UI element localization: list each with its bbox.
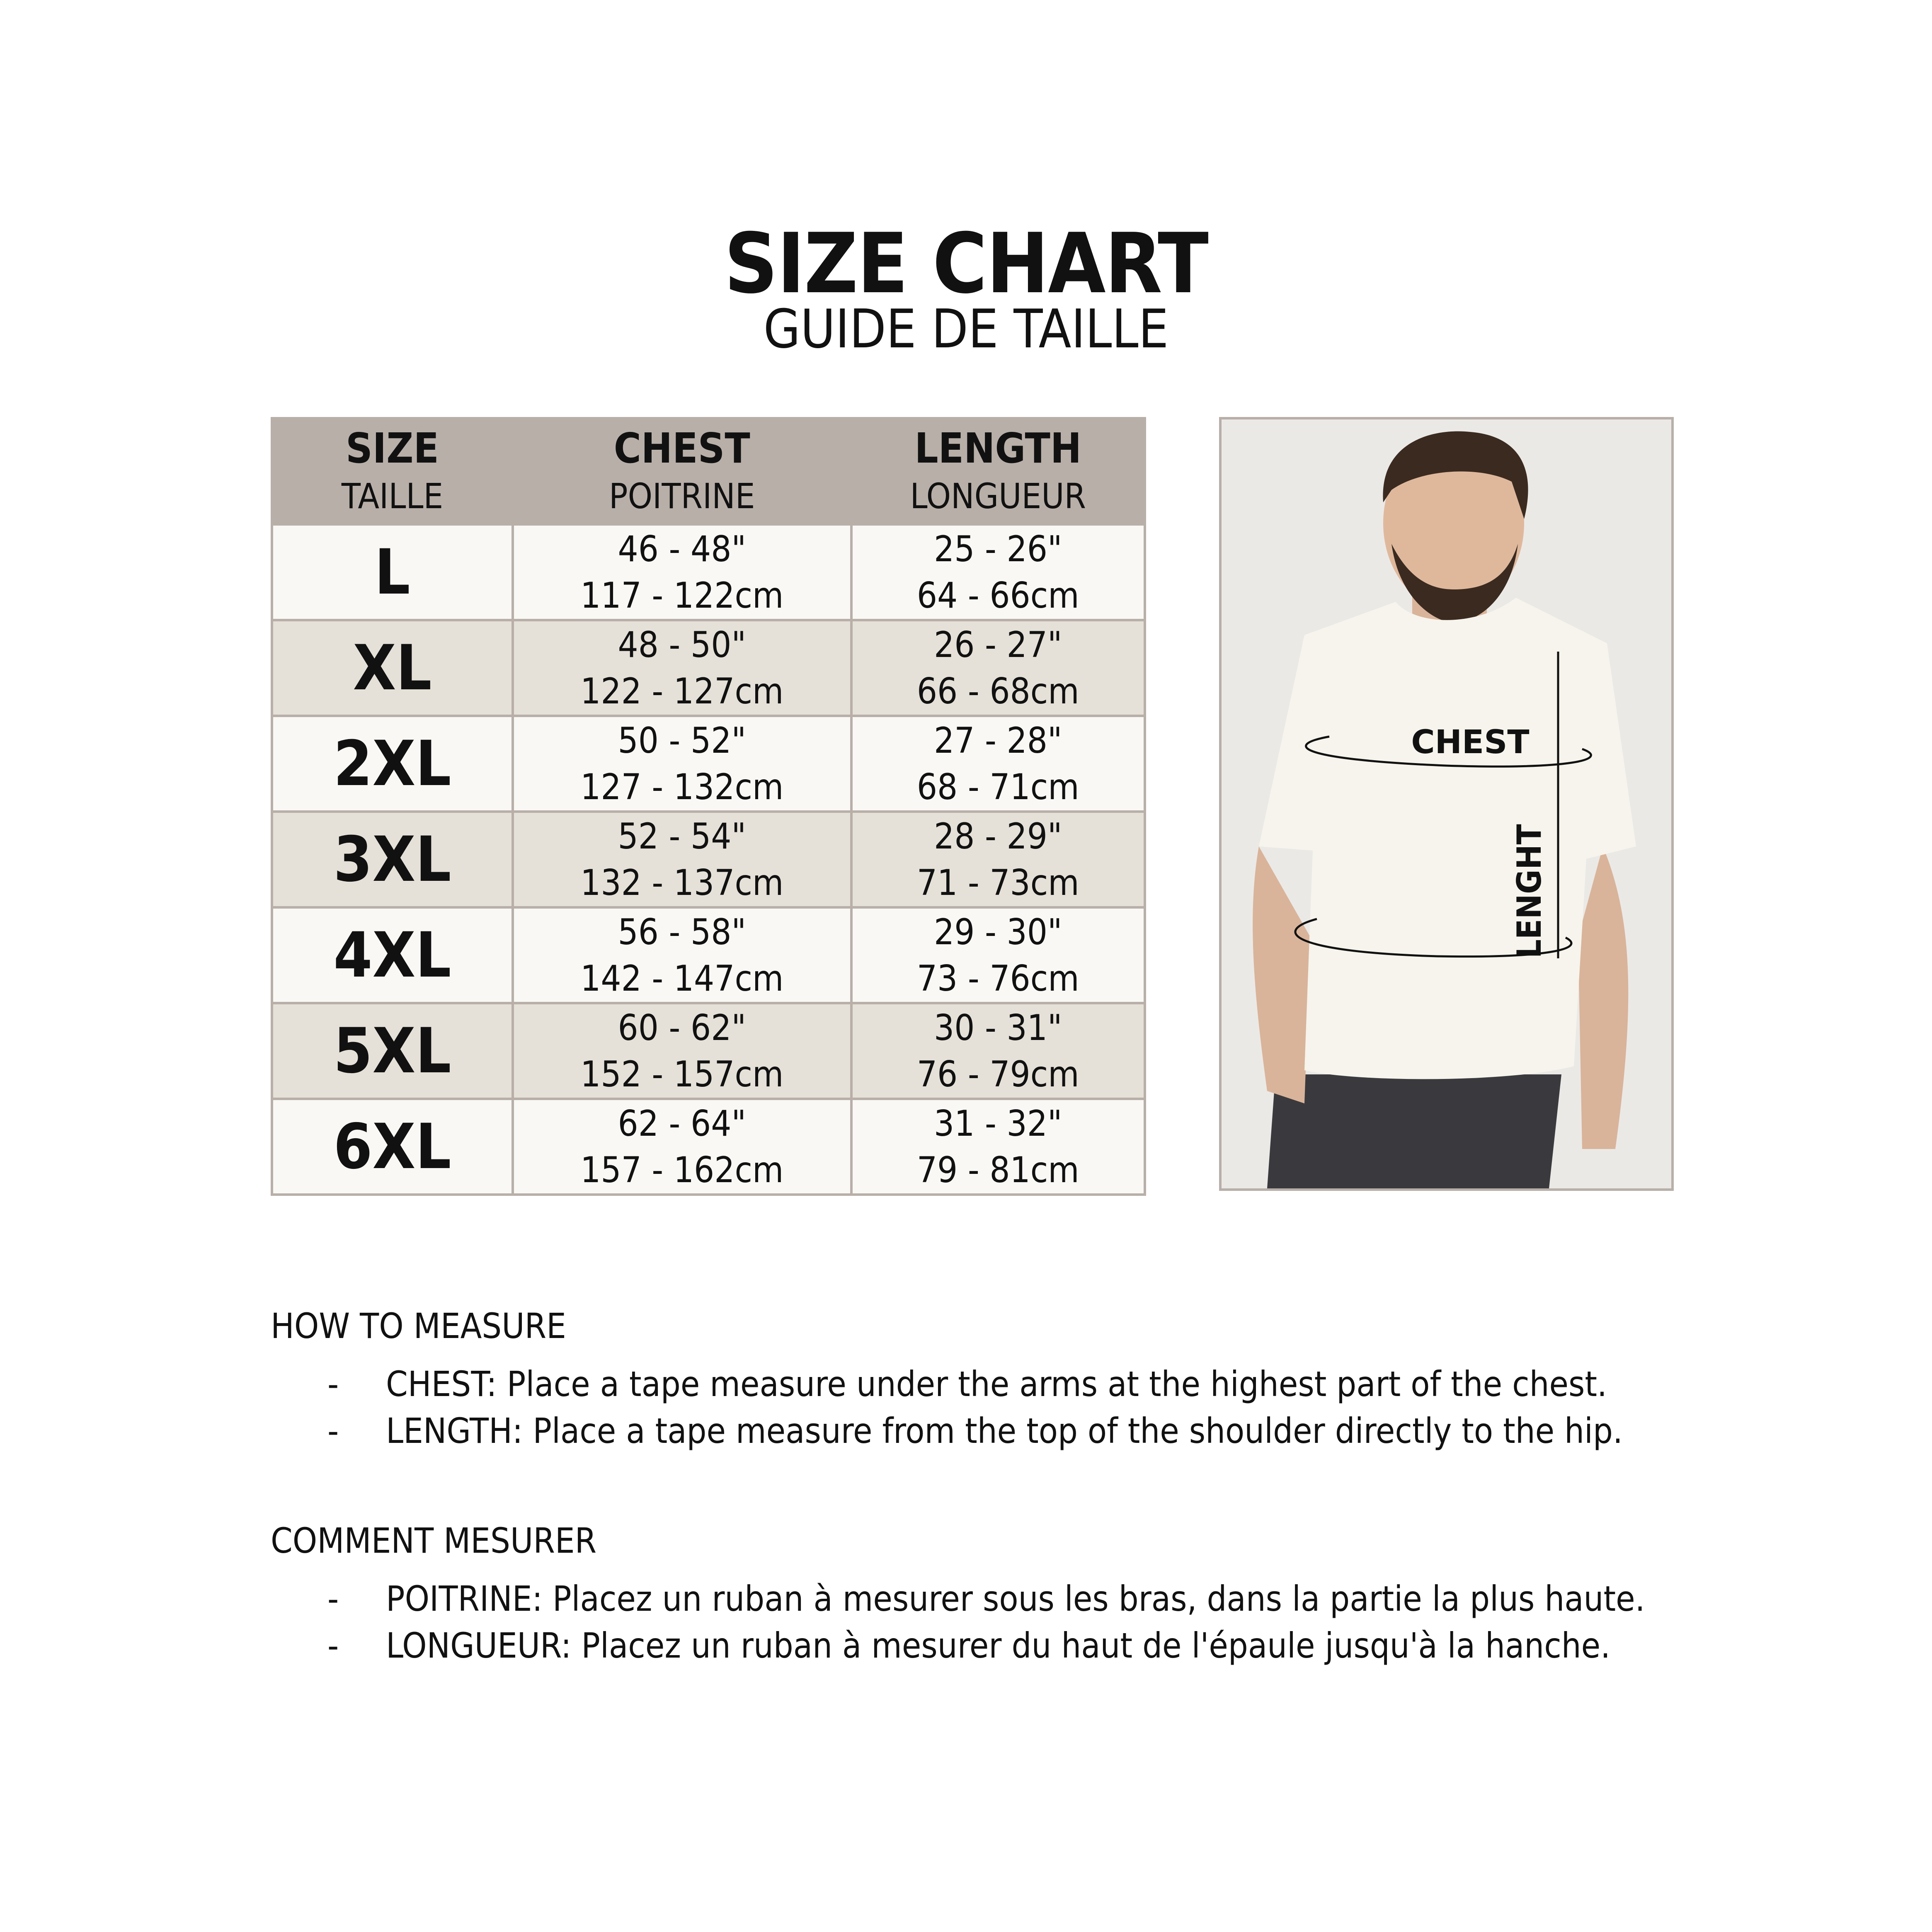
left-arm [1253,846,1311,1103]
bullet: - [327,1411,339,1451]
chest-inches: 62 - 64" [618,1103,747,1144]
length-inches: 29 - 30" [934,911,1062,953]
chest-inches: 56 - 58" [618,911,747,953]
length-inches: 26 - 27" [934,624,1062,666]
length-cell: 30 - 31" 76 - 79cm [850,1002,1147,1100]
chest-inches: 50 - 52" [618,720,747,761]
length-inches: 25 - 26" [934,528,1062,570]
table-row: 6XL 62 - 64" 157 - 162cm 31 - 32" 79 - 81cm [271,1098,1147,1196]
length-cell: 29 - 30" 73 - 76cm [850,906,1147,1004]
chest-cm: 132 - 137cm [580,862,784,904]
comment-longueur: LONGUEUR: Placez un ruban à mesurer du h… [386,1625,1611,1666]
length-cm: 79 - 81cm [916,1149,1079,1191]
length-cm: 73 - 76cm [916,958,1079,999]
chest-cm: 117 - 122cm [580,575,784,616]
length-cm: 66 - 68cm [916,670,1079,712]
chest-cm: 142 - 147cm [580,958,784,999]
length-cell: 31 - 32" 79 - 81cm [850,1098,1147,1196]
length-inches: 28 - 29" [934,815,1062,857]
header-fr: TAILLE [341,476,444,516]
how-to-measure-heading: HOW TO MEASURE [271,1306,566,1346]
size-cell: 3XL [271,810,514,909]
chest-cell: 48 - 50" 122 - 127cm [511,619,853,717]
table-row: XL 48 - 50" 122 - 127cm 26 - 27" 66 - 68cm [271,619,1147,717]
header-fr: POITRINE [609,476,755,516]
length-inches: 30 - 31" [934,1007,1062,1049]
chest-cell: 56 - 58" 142 - 147cm [511,906,853,1004]
chest-inches: 46 - 48" [618,528,747,570]
length-cm: 64 - 66cm [916,575,1079,616]
length-cell: 26 - 27" 66 - 68cm [850,619,1147,717]
header-chest: CHEST POITRINE [511,417,853,526]
chest-cm: 127 - 132cm [580,766,784,808]
header-en: LENGTH [914,424,1082,473]
page-subtitle: GUIDE DE TAILLE [763,298,1169,360]
chest-cell: 52 - 54" 132 - 137cm [511,810,853,909]
head [1383,436,1524,610]
chest-label: CHEST [1411,724,1529,761]
page-title: SIZE CHART [724,216,1209,312]
size-table: SIZE TAILLE CHEST POITRINE LENGTH LONGUEUR … [271,417,1147,1196]
chest-cm: 157 - 162cm [580,1149,784,1191]
chest-inches: 60 - 62" [618,1007,747,1049]
comment-poitrine: POITRINE: Placez un ruban à mesurer sous… [386,1578,1645,1619]
pants [1267,1074,1561,1188]
length-inches: 31 - 32" [934,1103,1062,1144]
size-cell: 5XL [271,1002,514,1100]
length-cell: 27 - 28" 68 - 71cm [850,715,1147,813]
bullet: - [327,1625,339,1666]
bullet: - [327,1364,339,1404]
bullet: - [327,1578,339,1619]
how-to-length: LENGTH: Place a tape measure from the to… [386,1411,1623,1451]
header-length: LENGTH LONGUEUR [850,417,1147,526]
t-shirt [1259,598,1636,1079]
table-row: 4XL 56 - 58" 142 - 147cm 29 - 30" 73 - 76cm [271,906,1147,1004]
chest-cell: 50 - 52" 127 - 132cm [511,715,853,813]
chest-cm: 152 - 157cm [580,1053,784,1095]
hair [1383,431,1528,519]
length-label: LENGHT [1510,824,1549,958]
size-cell: 2XL [271,715,514,813]
length-cell: 28 - 29" 71 - 73cm [850,810,1147,909]
beard [1391,544,1518,623]
right-arm [1578,846,1629,1149]
table-row: 2XL 50 - 52" 127 - 132cm 27 - 28" 68 - 71cm [271,715,1147,813]
chest-inches: 48 - 50" [618,624,747,666]
model-photo: CHEST LENGHT [1219,417,1674,1191]
header-en: CHEST [613,424,750,473]
table-row: 3XL 52 - 54" 132 - 137cm 28 - 29" 71 - 73cm [271,810,1147,909]
size-cell: L [271,523,514,621]
chest-cell: 46 - 48" 117 - 122cm [511,523,853,621]
chest-inches: 52 - 54" [618,815,747,857]
length-inches: 27 - 28" [934,720,1062,761]
size-cell: 6XL [271,1098,514,1196]
chest-cm: 122 - 127cm [580,670,784,712]
chest-cell: 62 - 64" 157 - 162cm [511,1098,853,1196]
table-row: 5XL 60 - 62" 152 - 157cm 30 - 31" 76 - 79cm [271,1002,1147,1100]
length-cm: 76 - 79cm [916,1053,1079,1095]
table-row: L 46 - 48" 117 - 122cm 25 - 26" 64 - 66cm [271,523,1147,621]
model-illustration: CHEST LENGHT [1222,419,1671,1188]
length-cell: 25 - 26" 64 - 66cm [850,523,1147,621]
size-cell: XL [271,619,514,717]
length-cm: 71 - 73cm [916,862,1079,904]
table-header-row: SIZE TAILLE CHEST POITRINE LENGTH LONGUEUR [271,417,1147,526]
comment-mesurer-heading: COMMENT MESURER [271,1520,597,1561]
size-cell: 4XL [271,906,514,1004]
chest-cell: 60 - 62" 152 - 157cm [511,1002,853,1100]
header-size: SIZE TAILLE [271,417,514,526]
header-en: SIZE [346,424,439,473]
header-fr: LONGUEUR [910,476,1086,516]
how-to-chest: CHEST: Place a tape measure under the ar… [386,1364,1607,1404]
length-cm: 68 - 71cm [916,766,1079,808]
